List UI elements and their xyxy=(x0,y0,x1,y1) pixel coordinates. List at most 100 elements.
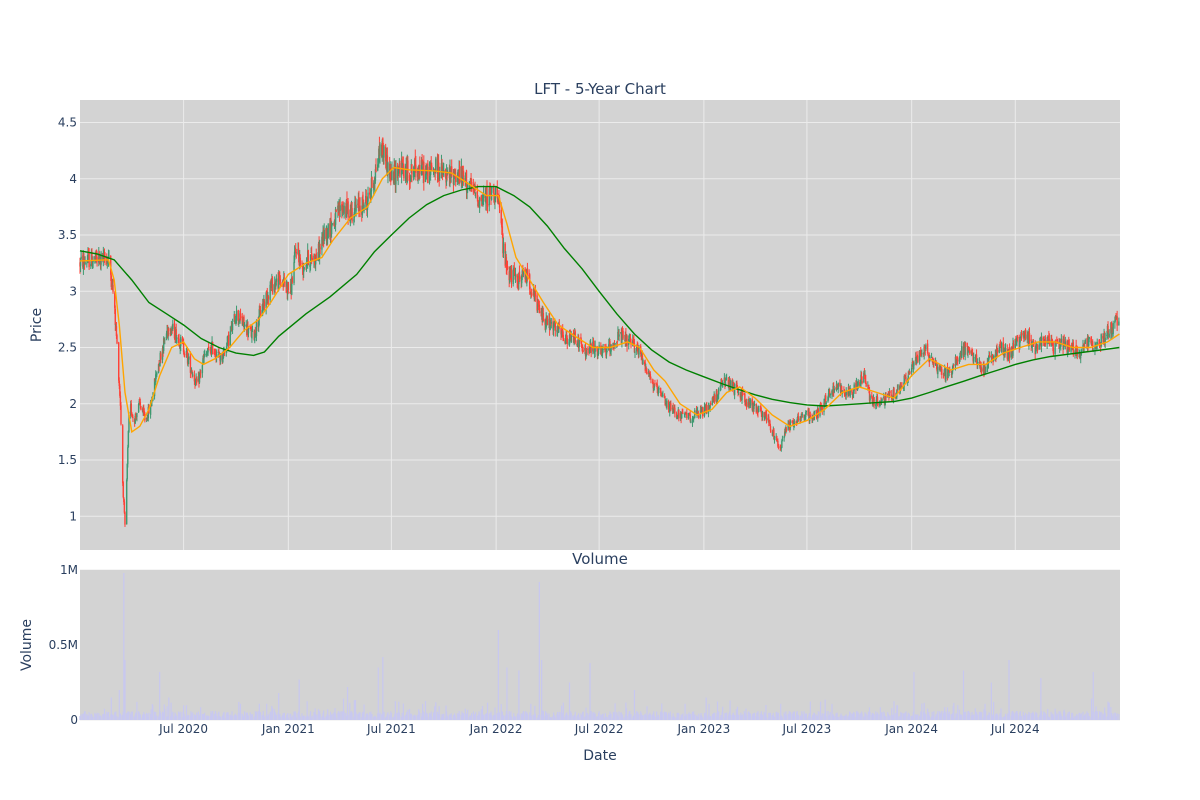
candle-body-down xyxy=(173,323,176,339)
candle-body-up xyxy=(270,282,272,288)
candle-body-up xyxy=(1106,334,1108,337)
candle-body-down xyxy=(646,372,648,375)
candle-body-down xyxy=(496,187,498,195)
candle-body-up xyxy=(202,358,204,364)
candle-body-down xyxy=(1098,343,1100,345)
volume-bar xyxy=(92,716,94,720)
volume-bar xyxy=(1108,702,1110,720)
candle-body-up xyxy=(87,253,89,261)
volume-bar xyxy=(593,712,595,720)
volume-bar xyxy=(946,707,949,720)
candle-body-up xyxy=(379,144,381,156)
candle-body-down xyxy=(111,288,113,290)
volume-bar xyxy=(275,714,277,720)
candle-body-down xyxy=(403,167,405,179)
volume-bar xyxy=(438,706,440,720)
candle-body-down xyxy=(299,257,301,266)
candle-body-up xyxy=(165,333,168,338)
candle-body-up xyxy=(552,324,555,331)
candle-body-down xyxy=(745,402,748,407)
price-chart-title: LFT - 5-Year Chart xyxy=(534,80,666,98)
candle-body-up xyxy=(796,418,798,423)
candle-body-up xyxy=(707,405,710,414)
volume-bar xyxy=(170,702,172,720)
candle-body-down xyxy=(218,351,220,353)
candle-body-up xyxy=(881,398,883,402)
volume-bar xyxy=(223,711,225,720)
volume-bar xyxy=(371,714,373,720)
volume-bar xyxy=(295,717,297,720)
price-y-tick-label: 1 xyxy=(69,509,77,523)
volume-bar xyxy=(120,715,122,720)
candle-body-up xyxy=(429,162,432,175)
volume-bar xyxy=(303,715,305,720)
volume-bar xyxy=(1026,714,1028,720)
volume-bar xyxy=(435,702,437,720)
candle-body-down xyxy=(326,228,328,241)
candle-body-up xyxy=(852,389,855,394)
volume-bar xyxy=(153,711,156,720)
candle-body-down xyxy=(817,408,820,415)
candle-body-up xyxy=(128,415,130,432)
candle-body-down xyxy=(307,250,309,265)
candle-body-up xyxy=(598,345,600,348)
candle-body-down xyxy=(458,166,461,183)
volume-bar xyxy=(271,707,274,720)
volume-bar xyxy=(1000,716,1003,720)
volume-bar xyxy=(139,714,141,720)
candle-body-down xyxy=(843,391,846,395)
candle-body-down xyxy=(171,328,173,330)
candle-body-up xyxy=(690,421,692,423)
candle-body-down xyxy=(999,345,1001,347)
candle-body-up xyxy=(310,252,312,253)
volume-bar xyxy=(451,717,453,720)
candle-body-up xyxy=(857,380,859,386)
candle-body-up xyxy=(666,400,668,408)
candle-body-up xyxy=(558,324,560,333)
candle-body-up xyxy=(952,364,954,368)
volume-bar xyxy=(658,716,660,720)
volume-bar xyxy=(196,712,198,720)
candle-body-down xyxy=(777,440,779,447)
candle-body-down xyxy=(999,344,1002,346)
candle-body-up xyxy=(801,414,804,415)
candle-body-down xyxy=(908,374,910,375)
candle-body-down xyxy=(769,420,771,426)
candle-body-down xyxy=(720,381,723,383)
candle-body-up xyxy=(641,353,643,357)
candle-body-down xyxy=(637,345,639,350)
volume-bar xyxy=(443,713,445,720)
candle-body-up xyxy=(185,351,188,354)
candle-body-down xyxy=(626,335,628,347)
volume-bar xyxy=(633,690,636,720)
candle-body-up xyxy=(1007,349,1010,360)
candle-body-up xyxy=(90,264,92,267)
volume-bar xyxy=(530,715,533,720)
candle-body-up xyxy=(157,364,160,374)
candle-body-down xyxy=(1002,342,1005,355)
candle-body-down xyxy=(823,402,826,406)
candle-body-up xyxy=(134,415,136,424)
candle-body-down xyxy=(239,313,242,319)
candle-body-up xyxy=(420,160,423,176)
candle-body-up xyxy=(711,397,714,405)
volume-bar xyxy=(745,715,748,720)
volume-bar xyxy=(614,703,616,720)
candle-body-down xyxy=(582,350,584,352)
volume-bar xyxy=(666,714,668,720)
volume-bar xyxy=(836,712,838,720)
candle-body-down xyxy=(769,425,772,431)
candle-body-up xyxy=(789,421,792,428)
candle-body-down xyxy=(768,416,770,423)
candle-body-up xyxy=(609,351,612,352)
volume-bar xyxy=(923,702,925,720)
volume-bar xyxy=(1056,713,1058,720)
price-candles xyxy=(79,136,1120,527)
candle-body-down xyxy=(550,322,552,325)
volume-bar xyxy=(716,701,719,720)
volume-bar xyxy=(981,712,983,720)
candle-body-up xyxy=(772,432,774,434)
x-tick-label: Jan 2022 xyxy=(469,722,523,736)
candle-body-down xyxy=(887,393,890,396)
candle-body-up xyxy=(226,336,229,345)
